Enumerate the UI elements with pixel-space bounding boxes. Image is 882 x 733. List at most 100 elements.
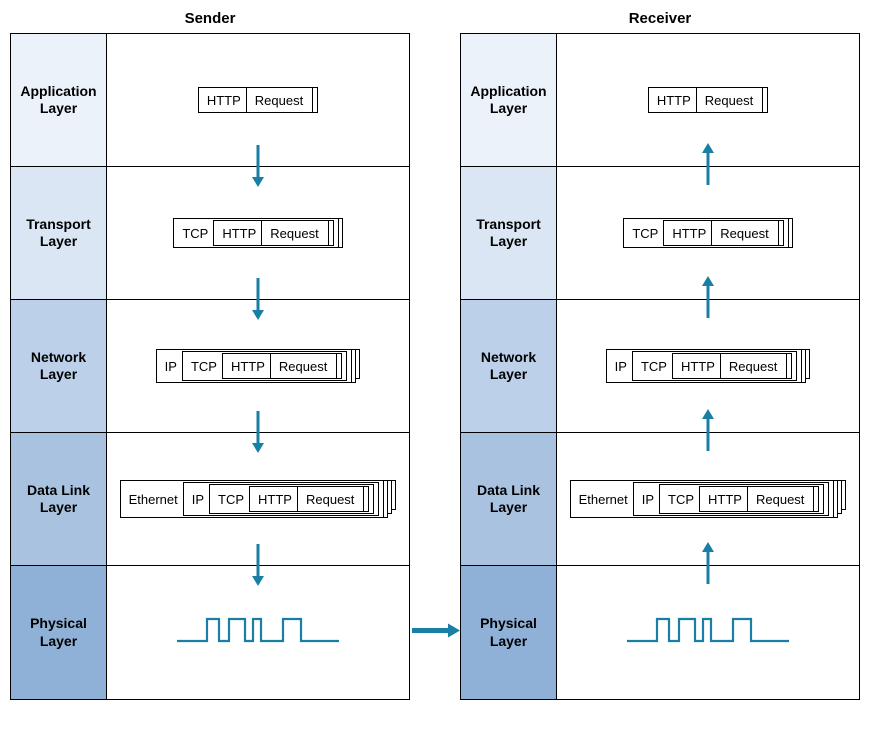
frame-ip: IP TCP HTTP Request: [156, 349, 353, 383]
payload-box: Request: [261, 220, 328, 246]
stack-sender: ApplicationLayer HTTP Request TransportL…: [10, 33, 410, 700]
layer-label: TransportLayer: [11, 167, 107, 299]
payload-text: Request: [304, 492, 359, 507]
header-ip: IP: [613, 359, 632, 374]
header-tcp: TCP: [216, 492, 249, 507]
layer-label: NetworkLayer: [11, 300, 107, 432]
row-0: ApplicationLayer HTTP Request: [461, 34, 859, 167]
tail: [356, 349, 360, 379]
layer-label: ApplicationLayer: [461, 34, 557, 166]
frame-http: HTTP Request: [672, 353, 792, 379]
column-receiver: Receiver ApplicationLayer HTTP Request T…: [460, 10, 860, 700]
header-ethernet: Ethernet: [577, 492, 633, 507]
payload-box: Request: [747, 486, 814, 512]
header-http: HTTP: [205, 93, 246, 108]
frame-ethernet: Ethernet IP TCP HTTP Request: [570, 480, 835, 518]
header-http: HTTP: [220, 226, 261, 241]
header-http: HTTP: [670, 226, 711, 241]
tail: [339, 218, 343, 248]
row-4: PhysicalLayer: [11, 566, 409, 699]
encapsulation-tails: [802, 349, 810, 383]
connector-arrow-right-icon: [410, 621, 460, 644]
arrow-up-icon: [699, 542, 717, 591]
frame-http: HTTP Request: [648, 87, 768, 113]
header-ip: IP: [640, 492, 659, 507]
row-2: NetworkLayer IP TCP HTTP Request: [461, 300, 859, 433]
payload-text: Request: [268, 226, 323, 241]
header-ethernet: Ethernet: [127, 492, 183, 507]
payload-box: Request: [696, 87, 763, 113]
payload-box: Request: [270, 353, 337, 379]
frame-tcp: TCP HTTP Request: [623, 218, 788, 248]
frame-http: HTTP Request: [222, 353, 342, 379]
row-3: Data LinkLayer Ethernet IP TCP HTTP Requ…: [461, 433, 859, 566]
frame-tcp: TCP HTTP Request: [182, 351, 347, 381]
tail: [789, 218, 793, 248]
header-tcp: TCP: [639, 359, 672, 374]
arrow-down-icon: [249, 409, 267, 458]
layer-label: NetworkLayer: [461, 300, 557, 432]
payload-text: Request: [727, 359, 782, 374]
payload-text: Request: [703, 93, 758, 108]
header-http: HTTP: [679, 359, 720, 374]
header-http: HTTP: [655, 93, 696, 108]
tail: [842, 480, 846, 510]
layer-label: PhysicalLayer: [461, 566, 557, 699]
encapsulation-tails: [789, 218, 793, 248]
payload-box: Request: [246, 87, 313, 113]
layer-label: Data LinkLayer: [11, 433, 107, 565]
header-tcp: TCP: [189, 359, 222, 374]
header-tcp: TCP: [666, 492, 699, 507]
payload-text: Request: [277, 359, 332, 374]
frame-http: HTTP Request: [213, 220, 333, 246]
row-1: TransportLayer TCP HTTP Request: [11, 167, 409, 300]
row-1: TransportLayer TCP HTTP Request: [461, 167, 859, 300]
physical-signal: [623, 613, 793, 653]
arrow-down-icon: [249, 143, 267, 192]
stack-receiver: ApplicationLayer HTTP Request TransportL…: [460, 33, 860, 700]
arrow-up-icon: [699, 409, 717, 458]
payload-box: Request: [720, 353, 787, 379]
layer-label: TransportLayer: [461, 167, 557, 299]
row-0: ApplicationLayer HTTP Request: [11, 34, 409, 167]
frame-http: HTTP Request: [699, 486, 819, 512]
frame-tcp: TCP HTTP Request: [659, 484, 824, 514]
encapsulation-tails: [352, 349, 360, 383]
arrow-up-icon: [699, 276, 717, 325]
column-title-sender: Sender: [10, 10, 410, 27]
encapsulation-tails: [834, 480, 846, 518]
tail: [392, 480, 396, 510]
column-sender: Sender ApplicationLayer HTTP Request Tra…: [10, 10, 410, 700]
frame-http: HTTP Request: [198, 87, 318, 113]
frame-ip: IP TCP HTTP Request: [183, 482, 380, 516]
row-2: NetworkLayer IP TCP HTTP Request: [11, 300, 409, 433]
payload-text: Request: [718, 226, 773, 241]
column-title-receiver: Receiver: [460, 10, 860, 27]
row-3: Data LinkLayer Ethernet IP TCP HTTP Requ…: [11, 433, 409, 566]
payload-text: Request: [253, 93, 308, 108]
encapsulation-tails: [339, 218, 343, 248]
frame-tcp: TCP HTTP Request: [209, 484, 374, 514]
frame-http: HTTP Request: [249, 486, 369, 512]
content-cell: HTTP Request: [107, 34, 409, 166]
frame-ethernet: Ethernet IP TCP HTTP Request: [120, 480, 385, 518]
frame-ip: IP TCP HTTP Request: [633, 482, 830, 516]
frame-ip: IP TCP HTTP Request: [606, 349, 803, 383]
header-tcp: TCP: [630, 226, 663, 241]
header-http: HTTP: [706, 492, 747, 507]
physical-signal: [173, 613, 343, 653]
arrow-down-icon: [249, 542, 267, 591]
payload-box: Request: [297, 486, 364, 512]
row-4: PhysicalLayer: [461, 566, 859, 699]
layer-label: Data LinkLayer: [461, 433, 557, 565]
header-ip: IP: [163, 359, 182, 374]
layer-label: PhysicalLayer: [11, 566, 107, 699]
payload-box: Request: [711, 220, 778, 246]
arrow-down-icon: [249, 276, 267, 325]
tail: [806, 349, 810, 379]
payload-text: Request: [754, 492, 809, 507]
header-http: HTTP: [229, 359, 270, 374]
content-cell: HTTP Request: [557, 34, 859, 166]
encapsulation-tails: [384, 480, 396, 518]
arrow-up-icon: [699, 143, 717, 192]
